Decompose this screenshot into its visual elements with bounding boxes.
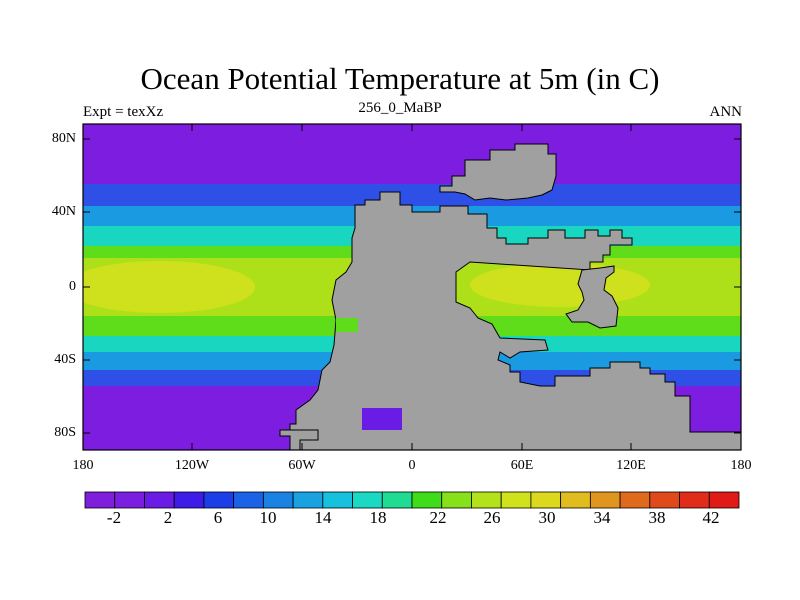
colorbar-label: 2 <box>163 508 173 527</box>
lon-label-0: 0 <box>408 458 416 473</box>
colorbar-swatch <box>233 491 264 509</box>
colorbar-swatch <box>84 491 116 509</box>
lon-label-60e: 60E <box>510 458 534 473</box>
inland-seas <box>336 318 402 430</box>
colorbar <box>84 491 740 509</box>
colorbar-swatch <box>589 491 621 509</box>
colorbar-swatch <box>292 491 324 509</box>
age-label: 256_0_MaBP <box>358 100 442 116</box>
lon-label-180w: 180 <box>72 458 94 473</box>
inland-sea-west <box>336 318 358 332</box>
lat-label-80s: 80S <box>54 425 76 440</box>
season-label: ANN <box>709 104 743 120</box>
colorbar-label: 18 <box>369 508 387 527</box>
colorbar-swatch <box>144 491 175 509</box>
tropical-core-west <box>83 261 255 313</box>
colorbar-label: 22 <box>429 508 447 527</box>
colorbar-swatch <box>560 491 591 509</box>
tropical-core-east <box>470 263 650 307</box>
colorbar-label: 6 <box>213 508 223 527</box>
chart-title: Ocean Potential Temperature at 5m (in C) <box>140 61 660 96</box>
lat-label-80n: 80N <box>51 131 76 146</box>
colorbar-swatch <box>679 491 710 509</box>
colorbar-swatch <box>114 491 145 509</box>
lon-label-120e: 120E <box>616 458 646 473</box>
colorbar-label: 26 <box>483 508 501 527</box>
colorbar-swatch <box>262 491 294 509</box>
colorbar-label: 42 <box>702 508 720 527</box>
colorbar-swatch <box>471 491 502 509</box>
colorbar-swatch <box>649 491 680 509</box>
colorbar-swatch <box>500 491 532 509</box>
lon-label-60w: 60W <box>288 458 316 473</box>
colorbar-swatch <box>708 491 740 509</box>
land-masses <box>279 143 742 451</box>
colorbar-swatch <box>352 491 383 509</box>
colorbar-label: 34 <box>593 508 611 527</box>
colorbar-swatch <box>441 491 472 509</box>
colorbar-swatch <box>619 491 651 509</box>
lat-label-40n: 40N <box>51 204 76 219</box>
experiment-label: Expt = texXz <box>83 104 164 120</box>
lon-label-120w: 120W <box>174 458 210 473</box>
colorbar-swatch <box>203 491 235 509</box>
axis-ticks <box>83 124 741 450</box>
band-polar-north <box>83 124 741 184</box>
colorbar-label: 10 <box>259 508 277 527</box>
colorbar-swatch <box>173 491 205 509</box>
land-east-island <box>565 265 619 329</box>
inland-sea-south <box>362 408 402 430</box>
colorbar-swatch <box>411 491 443 509</box>
lat-label-40s: 40S <box>54 352 76 367</box>
land-north-block <box>439 143 557 201</box>
colorbar-label: 30 <box>538 508 556 527</box>
colorbar-swatch <box>530 491 562 509</box>
colorbar-label: 14 <box>314 508 332 527</box>
lat-label-0: 0 <box>69 279 76 294</box>
lon-label-180e: 180 <box>730 458 752 473</box>
band-subpolar-north <box>83 184 741 206</box>
colorbar-swatch <box>381 491 413 509</box>
colorbar-swatch <box>322 491 353 509</box>
colorbar-label: 38 <box>648 508 666 527</box>
colorbar-label: -2 <box>106 508 122 527</box>
